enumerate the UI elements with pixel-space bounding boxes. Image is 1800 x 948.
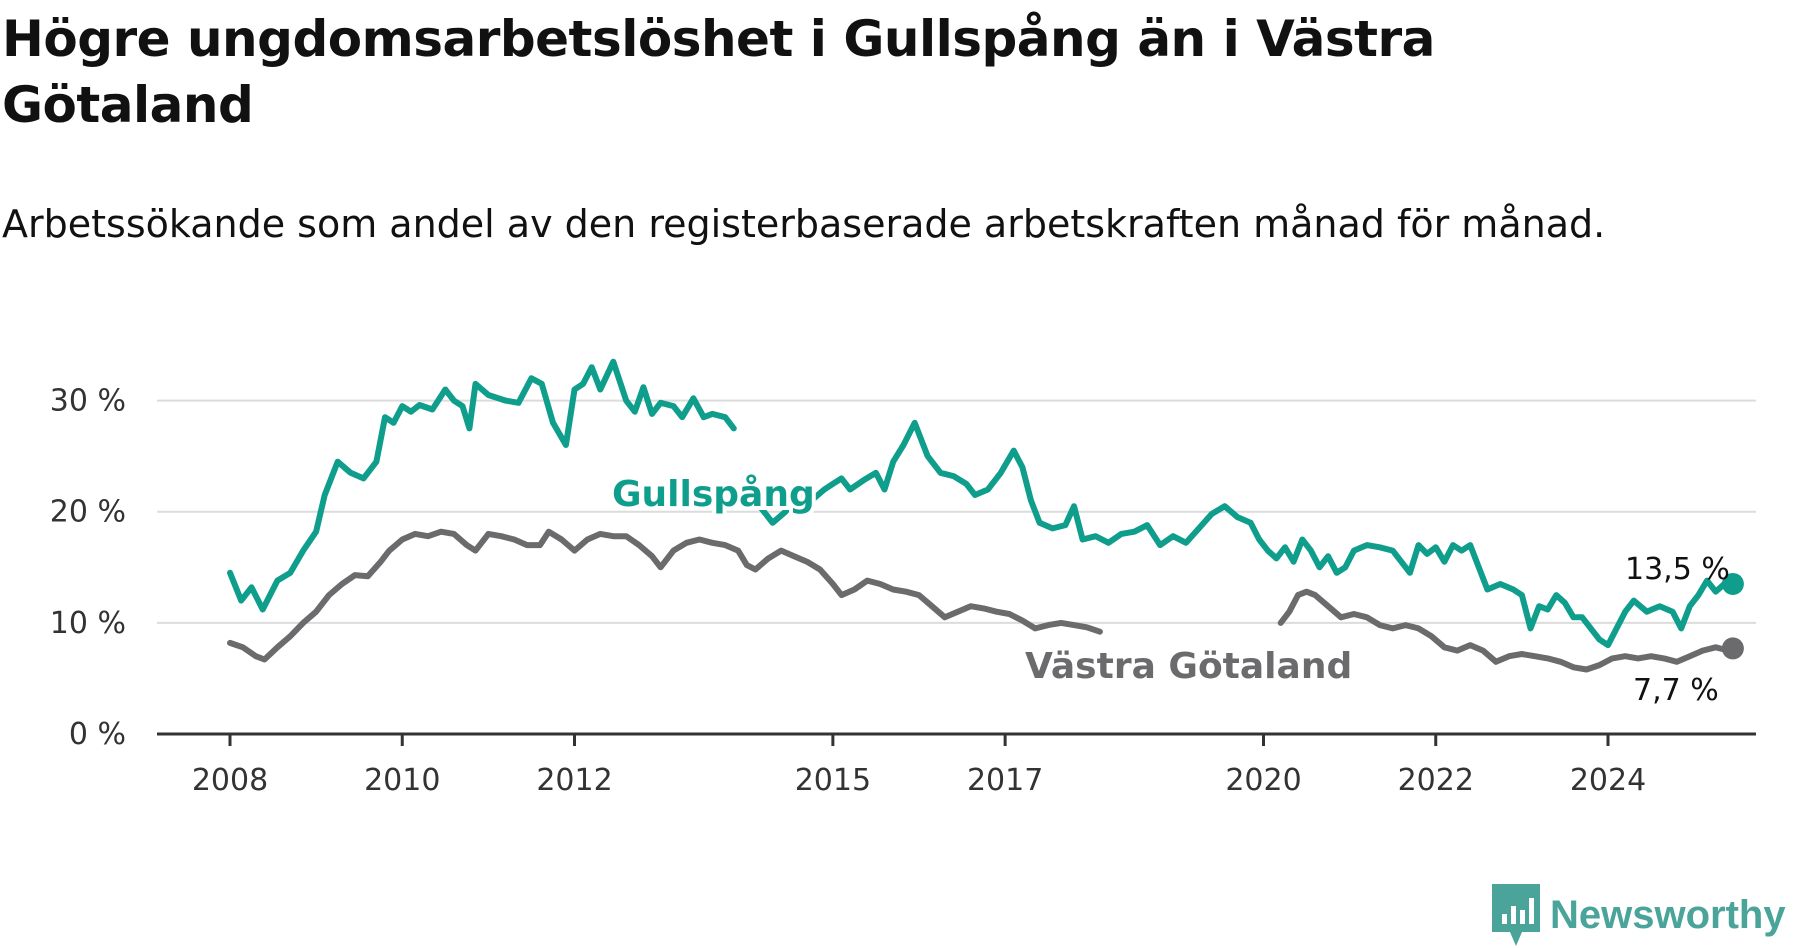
end-value-label-gullspang: 13,5 % — [1625, 552, 1730, 587]
newsworthy-logo: Newsworthy — [1492, 884, 1786, 946]
x-tick-label: 2024 — [1570, 763, 1646, 798]
series-line-gullspang-segment-2 — [743, 419, 1736, 649]
end-point-vastra-gotaland — [1721, 637, 1744, 660]
x-tick-label: 2012 — [536, 763, 612, 798]
y-tick-label: 10 % — [50, 606, 126, 641]
gridlines — [157, 399, 1756, 624]
x-tick-label: 2022 — [1398, 763, 1474, 798]
x-axis-ticks: 2008 2010 2012 2015 2017 2020 2022 2024 — [192, 734, 1646, 798]
bar-chart-logo-icon — [1492, 884, 1540, 946]
x-tick-label: 2008 — [192, 763, 268, 798]
series-label-vastra-gotaland: Västra Götaland — [1025, 646, 1352, 687]
series-line-vastra-gotaland-segment-2 — [1277, 588, 1736, 673]
x-tick-label: 2020 — [1225, 763, 1301, 798]
end-value-label-vastra-gotaland: 7,7 % — [1633, 673, 1719, 708]
brand-name: Newsworthy — [1550, 892, 1786, 937]
x-tick-label: 2017 — [967, 763, 1043, 798]
x-tick-label: 2010 — [364, 763, 440, 798]
y-axis-ticks: 0 % 10 % 20 % 30 % — [50, 384, 126, 752]
y-tick-label: 30 % — [50, 384, 126, 419]
chart-title: Högre ungdomsarbetslöshet i Gullspång än… — [2, 10, 1435, 134]
end-point-gullspang — [1721, 572, 1744, 595]
series-line-vastra-gotaland-segment-1 — [227, 528, 1103, 663]
series-labels: Gullspång Västra Götaland 13,5 % 7,7 % — [608, 470, 1730, 708]
y-tick-label: 0 % — [69, 717, 126, 752]
y-tick-label: 20 % — [50, 495, 126, 530]
series-label-gullspang: Gullspång — [612, 474, 815, 515]
series-lines — [227, 358, 1744, 673]
chart-subtitle: Arbetssökande som andel av den registerb… — [2, 202, 1606, 246]
series-line-gullspang-segment-1 — [227, 358, 737, 613]
x-tick-label: 2015 — [795, 763, 871, 798]
